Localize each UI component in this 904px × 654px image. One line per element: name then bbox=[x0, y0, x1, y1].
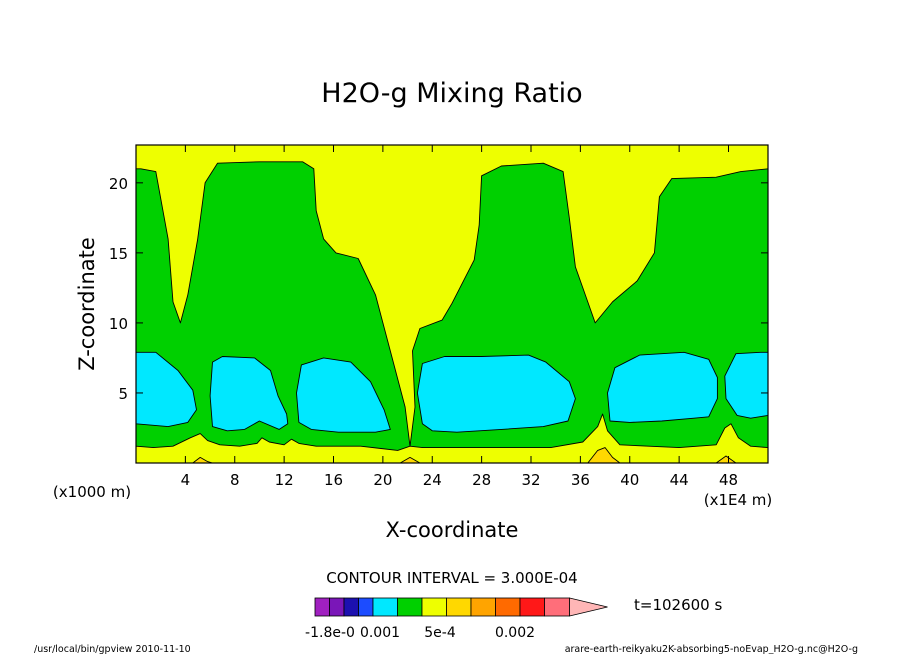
colorbar-segment-l3 bbox=[358, 597, 374, 617]
colorbar-segment-l7 bbox=[446, 597, 472, 617]
y-axis-ticks: 5 10 15 20 bbox=[109, 175, 768, 403]
contour-region-moist-core-3 bbox=[296, 357, 391, 433]
x-tick-label: 48 bbox=[719, 471, 738, 489]
colorbar-segment-yellow bbox=[421, 597, 447, 617]
colorbar-segment-l2 bbox=[343, 597, 359, 617]
contour-region-l7-8 bbox=[192, 456, 213, 463]
x-tick-label: 32 bbox=[521, 471, 540, 489]
contour-region-green-0 bbox=[136, 161, 768, 451]
y-axis-label: Z-coordinate bbox=[75, 237, 99, 371]
x-tick-label: 4 bbox=[181, 471, 191, 489]
colorbar-segment-l1 bbox=[329, 597, 345, 617]
colorbar-label: 5e-4 bbox=[424, 625, 456, 641]
contour-interval-text: CONTOUR INTERVAL = 3.000E-04 bbox=[326, 569, 577, 587]
y-tick-label: 10 bbox=[109, 315, 128, 333]
x-tick-label: 44 bbox=[670, 471, 689, 489]
colorbar-label: 0.002 bbox=[495, 625, 535, 641]
contour-fill-regions bbox=[136, 161, 768, 463]
colorbar bbox=[314, 597, 608, 617]
contour-region-moist-core-2 bbox=[209, 356, 289, 432]
contour-region-moist-core-6 bbox=[724, 351, 768, 419]
contour-region-l7-11 bbox=[715, 455, 737, 463]
contour-region-moist-core-4 bbox=[416, 354, 576, 433]
contour-region-l7-10 bbox=[587, 447, 621, 463]
x-tick-label: 12 bbox=[275, 471, 294, 489]
footer-left: /usr/local/bin/gpview 2010-11-10 bbox=[34, 644, 191, 654]
colorbar-segment-l11 bbox=[544, 597, 570, 617]
x-unit-note: (x1E4 m) bbox=[704, 491, 773, 509]
footer-right: arare-earth-reikyaku2K-absorbing5-noEvap… bbox=[565, 644, 858, 654]
x-tick-label: 20 bbox=[373, 471, 392, 489]
colorbar-label: -1.8e-0 bbox=[305, 625, 355, 641]
x-axis-label: X-coordinate bbox=[386, 518, 519, 542]
y-tick-label: 15 bbox=[109, 245, 128, 263]
colorbar-segment-l9 bbox=[495, 597, 521, 617]
x-tick-label: 40 bbox=[620, 471, 639, 489]
contour-region-moist-core-5 bbox=[607, 351, 718, 423]
contour-region-moist-core-1 bbox=[136, 351, 197, 428]
time-label: t=102600 s bbox=[634, 596, 722, 614]
x-tick-label: 8 bbox=[230, 471, 240, 489]
colorbar-segment-green bbox=[397, 597, 423, 617]
y-tick-label: 20 bbox=[109, 175, 128, 193]
colorbar-labels: -1.8e-0 0.001 5e-4 0.002 bbox=[305, 625, 535, 641]
y-unit-note: (x1000 m) bbox=[53, 483, 131, 501]
x-tick-label: 24 bbox=[423, 471, 442, 489]
colorbar-segment-moist-core bbox=[372, 597, 398, 617]
colorbar-segment-lowest bbox=[314, 597, 330, 617]
colorbar-segment-l10 bbox=[519, 597, 545, 617]
plot-frame bbox=[135, 144, 769, 464]
contour-region-l7-9 bbox=[399, 456, 421, 463]
chart-title: H2O-g Mixing Ratio bbox=[321, 78, 582, 109]
colorbar-label: 0.001 bbox=[360, 625, 400, 641]
x-tick-label: 16 bbox=[324, 471, 343, 489]
x-axis-ticks: 4 8 12 16 20 24 28 32 36 40 44 48 bbox=[181, 145, 738, 489]
x-tick-label: 28 bbox=[472, 471, 491, 489]
contour-region-yellow-7 bbox=[136, 413, 768, 463]
colorbar-overflow-arrow bbox=[569, 597, 608, 617]
colorbar-segment-l8 bbox=[470, 597, 496, 617]
x-tick-label: 36 bbox=[571, 471, 590, 489]
y-tick-label: 5 bbox=[118, 385, 128, 403]
